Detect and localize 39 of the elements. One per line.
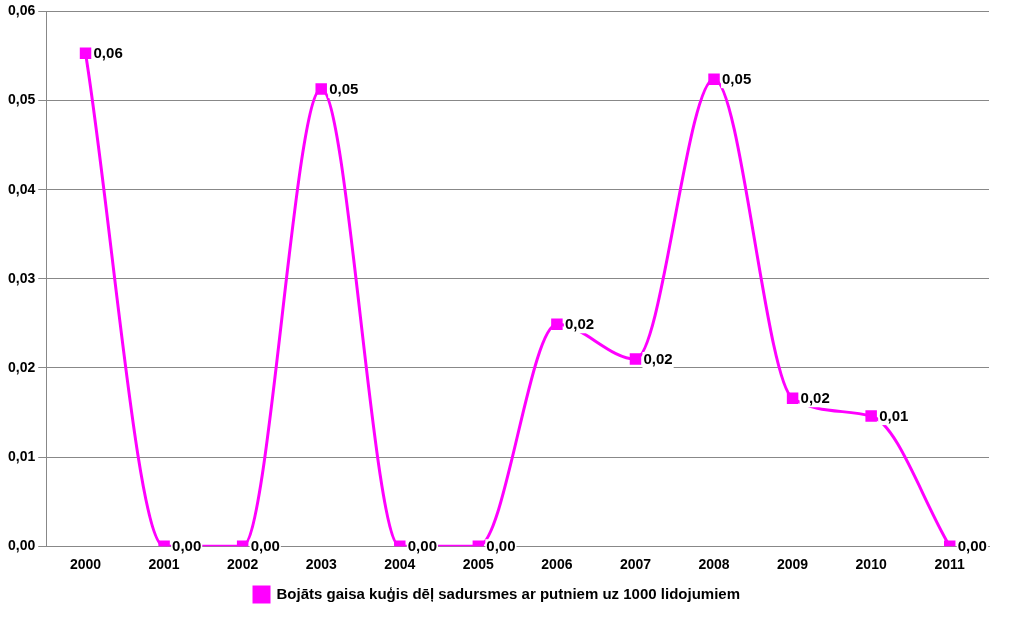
data-label: 0,00	[250, 537, 280, 555]
x-tick-label: 2003	[305, 556, 337, 573]
legend-label: Bojāts gaisa kuģis dēļ sadursmes ar putniem uz 1000 lidojumiem	[276, 584, 740, 602]
point	[79, 47, 92, 60]
y-tick-label: 0,04	[8, 180, 36, 197]
data-label: 0,00	[407, 537, 437, 555]
point	[315, 83, 327, 95]
y-tick-label: 0,06	[8, 2, 36, 19]
y-tick-label: 0,05	[8, 91, 36, 108]
data-label: 0,02	[800, 389, 830, 407]
x-tick-label: 2011	[934, 556, 966, 573]
point	[786, 392, 799, 404]
point	[708, 73, 720, 85]
x-tick-label: 2008	[698, 556, 730, 573]
x-tick-label: 2002	[227, 556, 259, 573]
data-label: 0,06	[93, 44, 123, 62]
data-label: 0,05	[329, 80, 359, 98]
data-label: 0,00	[172, 537, 202, 555]
data-label: 0,01	[879, 407, 909, 425]
data-label: 0,00	[486, 537, 516, 555]
data-label: 0,02	[564, 315, 595, 333]
y-tick-label: 0,00	[8, 537, 36, 554]
x-tick-label: 2009	[777, 556, 809, 573]
y-tick-label: 0,01	[8, 447, 36, 464]
data-label: 0,00	[957, 537, 987, 555]
x-tick-label: 2007	[619, 556, 652, 573]
x-tick-label: 2005	[462, 556, 495, 573]
point	[865, 410, 877, 422]
x-tick-label: 2004	[384, 556, 416, 573]
point	[551, 318, 563, 330]
data-label: 0,02	[643, 350, 673, 368]
x-tick-label: 2010	[855, 556, 887, 573]
y-tick-label: 0,02	[8, 358, 36, 375]
x-tick-label: 2001	[148, 556, 180, 573]
y-tick-label: 0,03	[8, 269, 36, 286]
x-tick-label: 2006	[541, 556, 573, 573]
x-tick-label: 2000	[69, 556, 102, 573]
point	[629, 353, 642, 365]
data-label: 0,05	[722, 70, 752, 88]
